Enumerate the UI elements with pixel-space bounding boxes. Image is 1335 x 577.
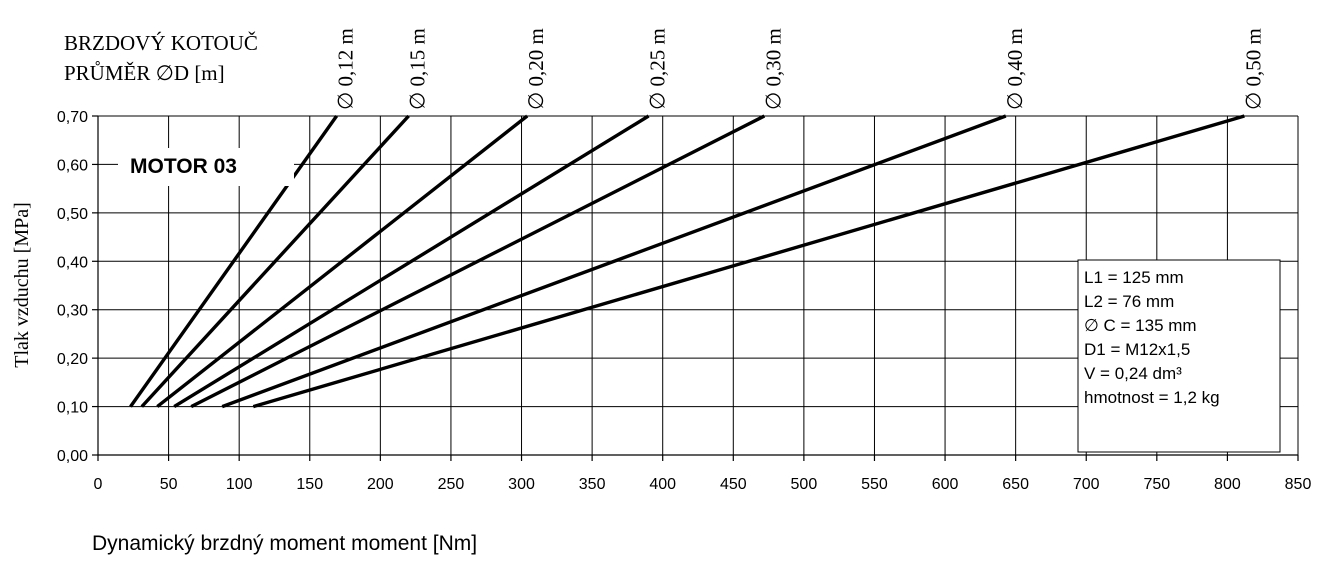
x-tick-label: 750 <box>1143 476 1170 493</box>
y-tick-label: 0,70 <box>57 109 88 126</box>
x-tick-label: 500 <box>791 476 818 493</box>
series-line <box>156 114 529 408</box>
y-tick-label: 0,40 <box>57 254 88 271</box>
series-label: ∅ 0,30 m <box>761 28 785 110</box>
x-tick-label: 100 <box>226 476 253 493</box>
y-tick-label: 0,20 <box>57 351 88 368</box>
series-line <box>140 114 410 408</box>
y-tick-labels: 0,00 0,10 0,20 0,30 0,40 0,50 0,60 0,70 <box>57 109 88 465</box>
x-tick-label: 0 <box>94 476 103 493</box>
series-label: ∅ 0,50 m <box>1241 28 1265 110</box>
series-line <box>129 115 338 408</box>
x-tick-label: 600 <box>932 476 959 493</box>
x-tick-label: 400 <box>649 476 676 493</box>
series-line <box>173 114 650 409</box>
x-tick-labels: 0 50 100 150 200 250 300 350 400 450 500 550 600 650 7… <box>94 476 1312 493</box>
series-line <box>252 114 1245 409</box>
x-axis-label: Dynamický brzdný moment moment [Nm] <box>92 532 477 555</box>
series-label: ∅ 0,20 m <box>524 28 548 110</box>
x-tick-label: 550 <box>861 476 888 493</box>
motor-label: MOTOR 03 <box>130 155 237 178</box>
spec-line: D1 = M12x1,5 <box>1084 340 1190 359</box>
x-tick-label: 650 <box>1002 476 1029 493</box>
spec-line: ∅ C = 135 mm <box>1084 316 1197 335</box>
chart-title-line-2: PRŮMĚR ∅D [m] <box>64 61 225 85</box>
x-tick-label: 800 <box>1214 476 1241 493</box>
x-tick-label: 200 <box>367 476 394 493</box>
series-label: ∅ 0,12 m <box>334 28 358 110</box>
spec-line: L2 = 76 mm <box>1084 292 1174 311</box>
chart-title-line-1: BRZDOVÝ KOTOUČ <box>64 31 258 55</box>
series-label: ∅ 0,40 m <box>1003 28 1027 110</box>
x-tick-label: 850 <box>1285 476 1312 493</box>
y-tick-label: 0,50 <box>57 206 88 223</box>
y-axis-label: Tlak vzduchu [MPa] <box>11 202 33 368</box>
series-label: ∅ 0,25 m <box>646 28 670 110</box>
y-tick-label: 0,10 <box>57 400 88 417</box>
spec-legend-box <box>1077 259 1281 453</box>
x-tick-label: 450 <box>720 476 747 493</box>
axes <box>92 115 1299 461</box>
spec-line: hmotnost = 1,2 kg <box>1084 388 1220 407</box>
spec-line: L1 = 125 mm <box>1084 268 1184 287</box>
y-tick-label: 0,00 <box>57 448 88 465</box>
x-tick-label: 50 <box>160 476 178 493</box>
series-line <box>190 114 766 409</box>
spec-legend: L1 = 125 mm L2 = 76 mm ∅ C = 135 mm D1 = M1… <box>1077 259 1281 453</box>
motor-label-background <box>118 148 294 186</box>
y-tick-label: 0,30 <box>57 303 88 320</box>
x-tick-label: 300 <box>508 476 535 493</box>
series-label: ∅ 0,15 m <box>406 28 430 110</box>
series-lines <box>129 114 1245 409</box>
series-line <box>221 114 1007 409</box>
x-tick-label: 250 <box>438 476 465 493</box>
x-tick-label: 700 <box>1073 476 1100 493</box>
x-tick-label: 150 <box>296 476 323 493</box>
series-labels: ∅ 0,12 m ∅ 0,15 m ∅ 0,20 m ∅ 0,25 m ∅ 0,30 m… <box>334 28 1266 110</box>
spec-line: V = 0,24 dm³ <box>1084 364 1182 383</box>
y-tick-label: 0,60 <box>57 157 88 174</box>
x-tick-label: 350 <box>579 476 606 493</box>
